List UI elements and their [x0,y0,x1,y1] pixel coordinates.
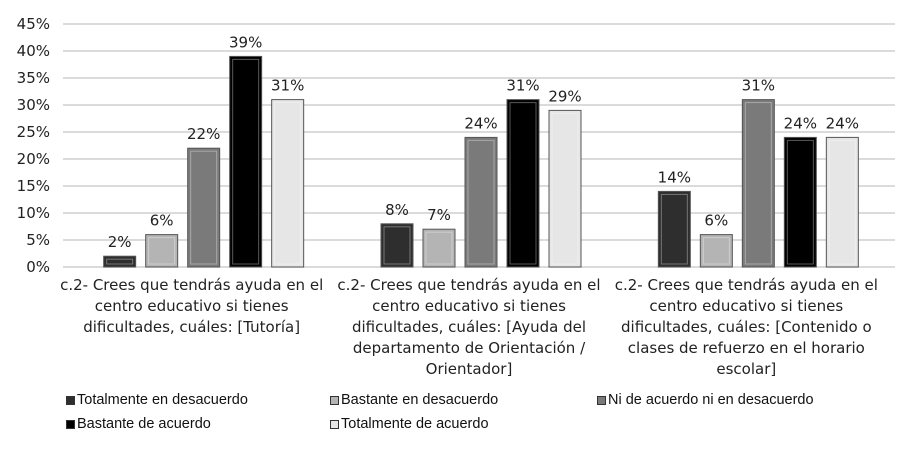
category-label: departamento de Orientación / [353,339,586,357]
category-label: centro educativo si tienes [372,297,566,315]
bar-bevel [744,102,772,265]
legend-swatch [66,419,75,429]
bar [464,136,498,268]
y-tick-label: 10% [17,204,50,222]
data-label: 24% [826,114,859,132]
bar [783,136,817,268]
y-tick-label: 45% [17,15,50,33]
data-label: 29% [548,87,581,105]
bar-bevel [786,139,814,265]
bar-bevel [106,258,134,265]
bar [145,234,179,268]
legend-swatch [330,395,339,405]
data-label: 2% [108,233,132,251]
y-tick-label: 30% [17,96,50,114]
bar [548,109,582,268]
bar-bevel [467,139,495,265]
bar [657,190,691,268]
data-label: 7% [427,206,451,224]
bar-bevel [232,58,260,265]
category-label: centro educativo si tienes [649,297,843,315]
bar-bevel [828,139,856,265]
data-label: 31% [506,77,539,95]
bar [187,147,221,268]
data-label: 31% [742,77,775,95]
y-tick-label: 35% [17,69,50,87]
category-label: clases de refuerzo en el horario [628,339,865,357]
bar [271,99,305,268]
legend-label: Ni de acuerdo ni en desacuerdo [608,392,814,408]
legend-label: Bastante de acuerdo [77,416,211,432]
bar [699,234,733,268]
bar [103,255,137,268]
data-label: 6% [150,212,174,230]
category-label: c.2- Crees que tendrás ayuda en el [337,276,600,294]
bar [741,99,775,268]
data-label: 22% [187,125,220,143]
legend-label: Totalmente de acuerdo [341,416,489,432]
category-label: c.2- Crees que tendrás ayuda en el [615,276,878,294]
legend-item: Bastante de acuerdo [66,416,211,432]
bar-bevel [148,237,176,265]
legend-swatch [330,419,339,429]
bar-bevel [383,226,411,265]
bar-bevel [702,237,730,265]
legend-swatch [597,395,606,405]
bar-bevel [274,102,302,265]
y-tick-label: 25% [17,123,50,141]
y-tick-label: 20% [17,150,50,168]
category-label: dificultades, cuáles: [Ayuda del [352,318,586,336]
bar [422,228,456,268]
data-label: 31% [271,77,304,95]
bar [825,136,859,268]
bar-bevel [509,102,537,265]
data-label: 8% [385,201,409,219]
data-label: 6% [704,212,728,230]
bar [380,223,414,268]
legend-label: Totalmente en desacuerdo [77,392,248,408]
category-label: centro educativo si tienes [95,297,289,315]
data-label: 14% [658,168,691,186]
bar [506,99,540,268]
legend-swatch [66,395,75,405]
legend-item: Bastante en desacuerdo [330,392,498,408]
category-label: c.2- Crees que tendrás ayuda en el [60,276,323,294]
y-tick-label: 15% [17,177,50,195]
bar-bevel [551,112,579,265]
bar [229,55,263,268]
y-tick-label: 0% [26,258,50,276]
legend-label: Bastante en desacuerdo [341,392,499,408]
data-label: 24% [464,114,497,132]
category-label: dificultades, cuáles: [Tutoría] [83,318,300,336]
category-label: dificultades, cuáles: [Contenido o [621,318,872,336]
data-label: 24% [784,114,817,132]
y-tick-label: 5% [26,231,50,249]
legend-item: Ni de acuerdo ni en desacuerdo [597,392,814,408]
legend-item: Totalmente de acuerdo [330,416,489,432]
bar-bevel [660,193,688,265]
legend-item: Totalmente en desacuerdo [66,392,248,408]
category-label: Orientador] [426,360,513,378]
category-label: escolar] [716,360,776,378]
data-label: 39% [229,33,262,51]
bar-bevel [190,150,218,265]
bar-bevel [425,231,453,265]
y-tick-label: 40% [17,42,50,60]
